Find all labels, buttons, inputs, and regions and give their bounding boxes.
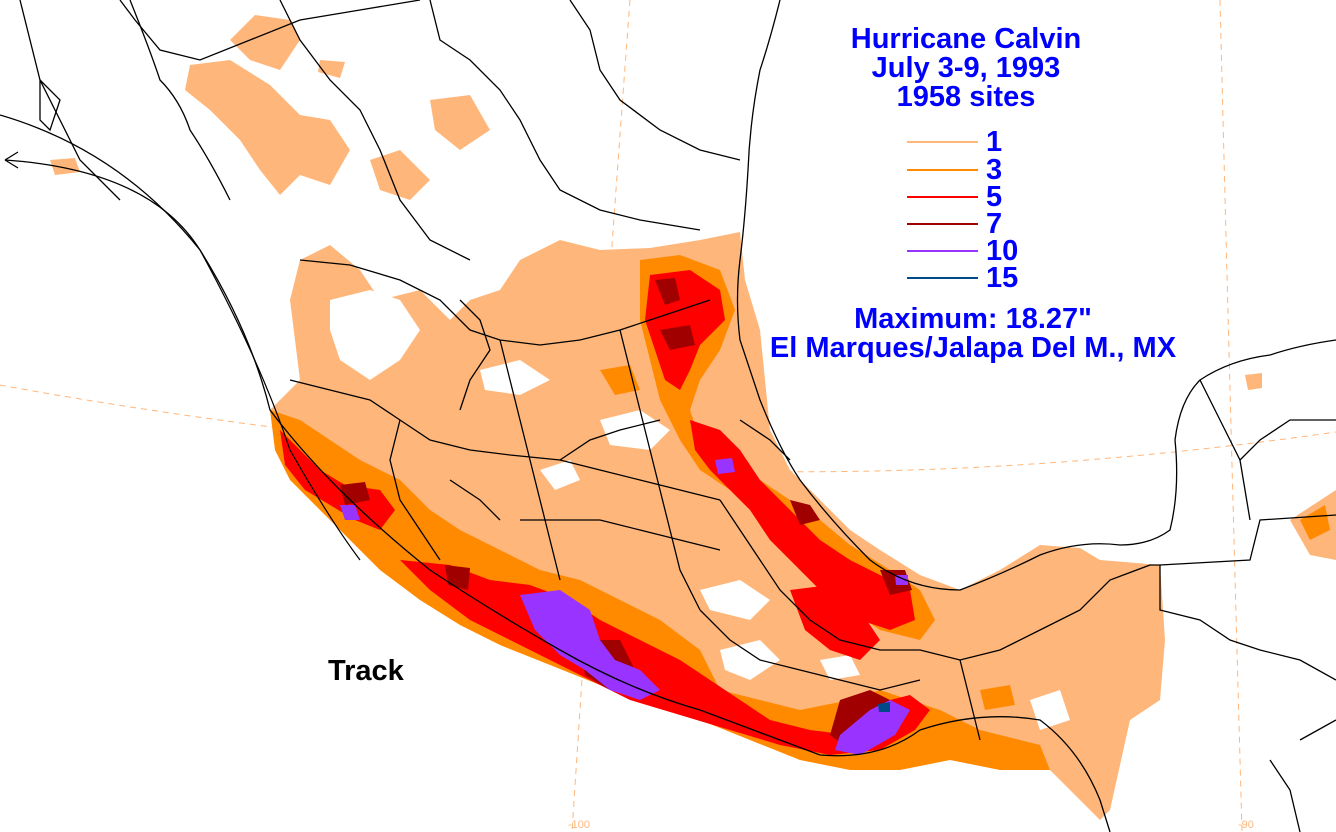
legend-label-10: 10 (986, 235, 1018, 267)
legend-label-3: 3 (986, 154, 1002, 186)
maximum-location: El Marques/Jalapa Del M., MX (770, 332, 1177, 364)
rainfall-15in (878, 702, 890, 712)
lon-tick-90: -90 (1238, 819, 1254, 831)
title-line-2: July 3-9, 1993 (872, 52, 1061, 84)
legend-label-15: 15 (986, 262, 1018, 294)
maximum-value: Maximum: 18.27" (854, 303, 1092, 335)
rainfall-10in (340, 458, 910, 755)
lon-tick-100: -100 (568, 819, 590, 831)
legend-label-1: 1 (986, 126, 1002, 158)
rainfall-gaps (330, 290, 1070, 730)
track-label: Track (328, 655, 405, 687)
title-line-1: Hurricane Calvin (851, 23, 1081, 55)
legend: 1 3 5 7 10 15 (907, 126, 1018, 294)
legend-label-5: 5 (986, 181, 1002, 213)
legend-label-7: 7 (986, 208, 1002, 240)
title-line-3: 1958 sites (897, 81, 1036, 113)
